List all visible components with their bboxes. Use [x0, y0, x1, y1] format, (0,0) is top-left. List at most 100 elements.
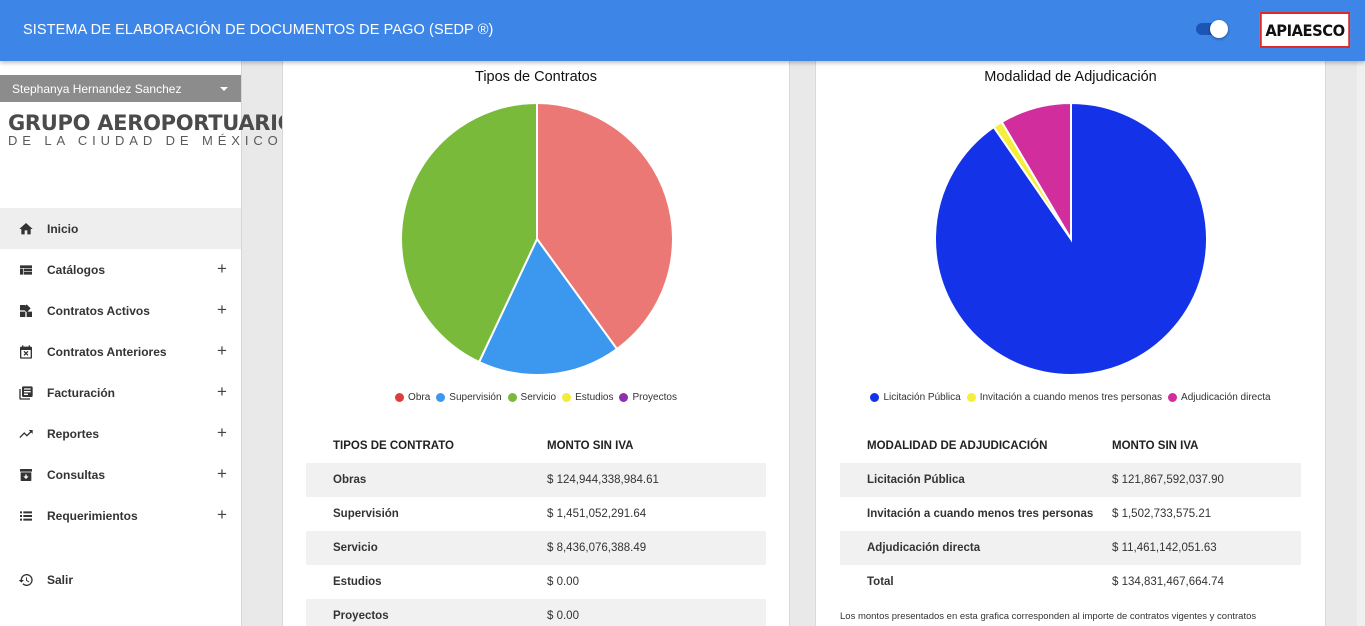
table-row: Invitación a cuando menos tres personas …: [840, 497, 1301, 531]
table-header-row: TIPOS DE CONTRATO MONTO SIN IVA: [306, 429, 766, 463]
table-row: Proyectos $ 0.00: [306, 599, 766, 626]
row-name: Proyectos: [306, 599, 547, 626]
sidebar-item-catalogos[interactable]: Catálogos +: [0, 249, 241, 290]
row-name: Servicio: [306, 531, 547, 565]
legend-label: Proyectos: [632, 392, 677, 403]
legend-dot: [395, 393, 405, 402]
legend-dot: [1168, 393, 1178, 402]
expand-plus-icon[interactable]: +: [217, 300, 227, 319]
contract-types-pie-chart: [400, 101, 674, 376]
apiaesco-logo[interactable]: APIAESCO: [1259, 12, 1351, 48]
org-logo-line1: GRUPO AEROPORTUARIO: [8, 111, 296, 135]
expand-plus-icon[interactable]: +: [217, 259, 227, 278]
sidebar-item-label: Consultas: [47, 467, 106, 482]
award-modality-legend: Licitación Pública Invitación a cuando m…: [816, 392, 1325, 403]
sidebar-item-label: Reportes: [47, 426, 100, 441]
expand-plus-icon[interactable]: +: [217, 382, 227, 401]
table-row: Estudios $ 0.00: [306, 565, 766, 599]
row-amount: $ 121,867,592,037.90: [1112, 463, 1301, 497]
contract-types-legend: Obra Supervisión Servicio Estudios Proye…: [283, 392, 789, 403]
award-modality-title: Modalidad de Adjudicación: [984, 69, 1157, 85]
pie-slice-obra[interactable]: [536, 101, 674, 351]
row-amount: $ 1,451,052,291.64: [547, 508, 647, 520]
expand-plus-icon[interactable]: +: [217, 423, 227, 442]
legend-item-estudios[interactable]: Estudios: [562, 392, 613, 403]
organization-logo: GRUPO AEROPORTUARIO DE LA CIUDAD DE MÉXI…: [8, 111, 296, 148]
theme-toggle[interactable]: [1195, 20, 1231, 38]
contract-types-card: Tipos de Contratos Obra Supervisión Serv…: [282, 61, 790, 626]
sidebar-item-consultas[interactable]: Consultas +: [0, 454, 241, 495]
legend-label: Licitación Pública: [883, 392, 961, 403]
top-app-bar: SISTEMA DE ELABORACIÓN DE DOCUMENTOS DE …: [0, 0, 1365, 61]
app-title: SISTEMA DE ELABORACIÓN DE DOCUMENTOS DE …: [23, 22, 494, 38]
expand-plus-icon[interactable]: +: [217, 464, 227, 483]
library-books-icon: [18, 385, 34, 401]
legend-label: Supervisión: [449, 392, 502, 403]
legend-dot: [870, 393, 880, 402]
legend-label: Adjudicación directa: [1181, 392, 1271, 403]
logout-button[interactable]: Salir: [0, 559, 241, 600]
sidebar-item-contratos-anteriores[interactable]: Contratos Anteriores +: [0, 331, 241, 372]
sidebar-item-facturacion[interactable]: Facturación +: [0, 372, 241, 413]
legend-item-servicio[interactable]: Servicio: [507, 392, 557, 403]
contract-types-table: TIPOS DE CONTRATO MONTO SIN IVA Obras $ …: [306, 429, 766, 626]
row-amount: $ 0.00: [547, 599, 766, 626]
legend-label: Servicio: [520, 392, 557, 403]
legend-item-proyectos[interactable]: Proyectos: [619, 392, 677, 403]
sidebar-item-label: Inicio: [47, 221, 79, 236]
legend-item-supervision[interactable]: Supervisión: [436, 392, 502, 403]
legend-label: Invitación a cuando menos tres personas: [979, 392, 1163, 403]
award-modality-table: MODALIDAD DE ADJUDICACIÓN MONTO SIN IVA …: [840, 429, 1301, 599]
expand-plus-icon[interactable]: +: [217, 341, 227, 360]
contract-types-title: Tipos de Contratos: [475, 69, 597, 85]
history-icon: [18, 572, 34, 588]
page-scrollbar[interactable]: [1357, 61, 1365, 626]
award-modality-card: Modalidad de Adjudicación Licitación Púb…: [815, 61, 1326, 626]
award-modality-pie-chart: [934, 101, 1208, 376]
row-name: Obras: [306, 463, 547, 497]
row-name: Supervisión: [333, 508, 399, 520]
table-icon: [18, 262, 34, 278]
sidebar-item-reportes[interactable]: Reportes +: [0, 413, 241, 454]
legend-dot: [966, 393, 976, 402]
legend-item-adjudicacion-directa[interactable]: Adjudicación directa: [1168, 392, 1271, 403]
row-name: Licitación Pública: [840, 463, 1112, 497]
sidebar-item-inicio[interactable]: Inicio: [0, 208, 241, 249]
row-name: Adjudicación directa: [840, 531, 1112, 565]
row-amount: $ 0.00: [547, 576, 579, 588]
user-menu[interactable]: Stephanya Hernandez Sanchez: [0, 75, 241, 102]
sidebar-item-label: Contratos Activos: [47, 303, 150, 318]
pie-slice-adjudicaci-n-directa[interactable]: [1000, 101, 1072, 243]
sidebar-item-label: Facturación: [47, 385, 116, 400]
row-name: Invitación a cuando menos tres personas: [867, 508, 1094, 520]
column-header: MONTO SIN IVA: [547, 440, 634, 452]
legend-item-obra[interactable]: Obra: [395, 392, 430, 403]
row-name: Total: [867, 576, 894, 588]
expand-plus-icon[interactable]: +: [217, 505, 227, 524]
dashboard-icon: [18, 303, 34, 319]
home-icon: [18, 221, 34, 237]
pie-slice-servicio[interactable]: [400, 101, 538, 364]
column-header: MONTO SIN IVA: [1112, 440, 1199, 452]
trending-up-icon: [18, 426, 34, 442]
legend-dot: [619, 393, 629, 402]
archive-icon: [18, 467, 34, 483]
table-row: Servicio $ 8,436,076,388.49: [306, 531, 766, 565]
sidebar-item-contratos-activos[interactable]: Contratos Activos +: [0, 290, 241, 331]
column-header: TIPOS DE CONTRATO: [333, 440, 454, 452]
sidebar-item-requerimientos[interactable]: Requerimientos +: [0, 495, 241, 536]
legend-label: Obra: [408, 392, 431, 403]
legend-item-licitacion-publica[interactable]: Licitación Pública: [870, 392, 961, 403]
table-row: Obras $ 124,944,338,984.61: [306, 463, 766, 497]
legend-item-invitacion[interactable]: Invitación a cuando menos tres personas: [966, 392, 1163, 403]
toggle-knob: [1210, 20, 1228, 38]
org-logo-line2: DE LA CIUDAD DE MÉXICO: [8, 133, 283, 148]
chart-footnote: Los montos presentados en esta grafica c…: [840, 611, 1257, 622]
legend-dot: [436, 393, 446, 402]
list-icon: [18, 508, 34, 524]
logout-label: Salir: [47, 572, 74, 587]
row-amount: $ 11,461,142,051.63: [1112, 531, 1301, 565]
legend-label: Estudios: [575, 392, 614, 403]
calendar-x-icon: [18, 344, 34, 360]
pie-slice-supervisi-n[interactable]: [477, 237, 619, 376]
